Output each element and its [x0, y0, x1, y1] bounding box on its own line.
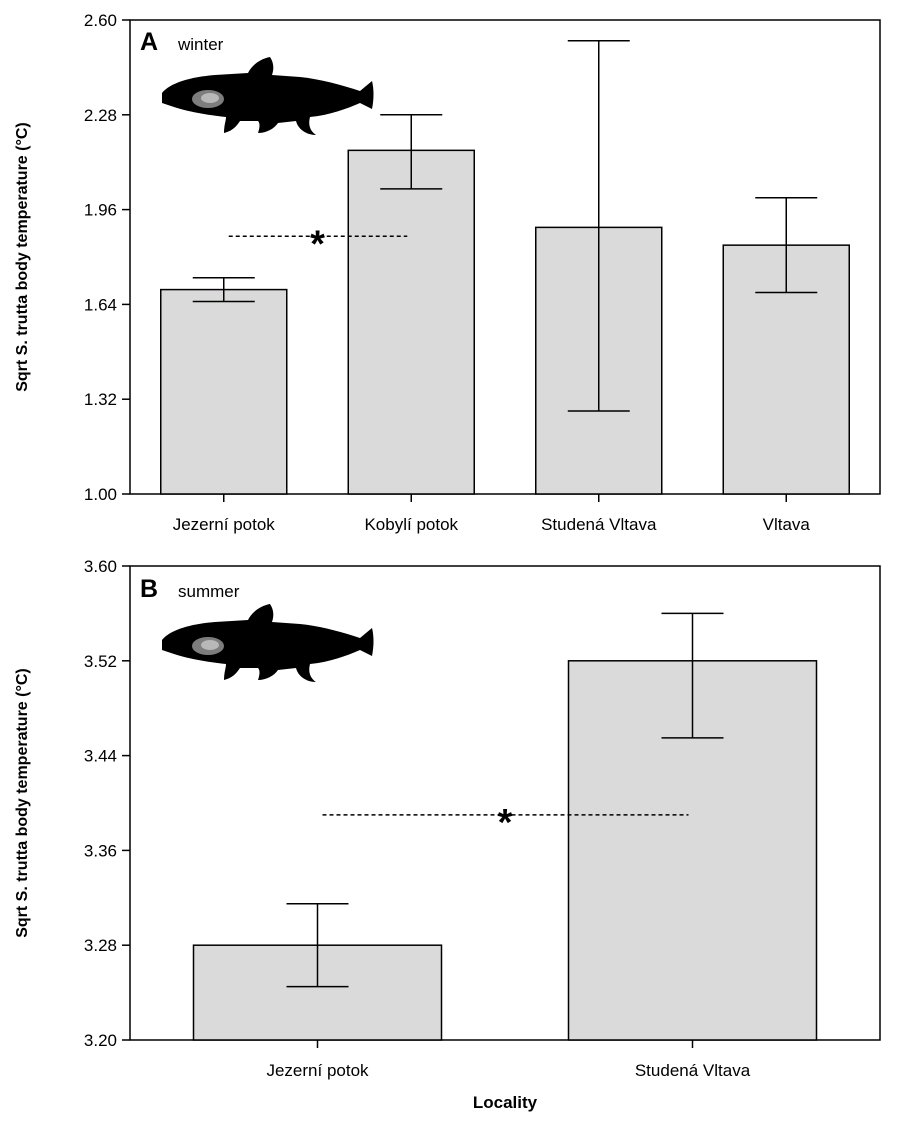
category-label: Studená Vltava — [635, 1061, 751, 1080]
y-tick-label: 3.20 — [84, 1031, 117, 1050]
plot-frame — [129, 19, 881, 495]
error-bar — [661, 612, 724, 739]
error-bar — [380, 114, 443, 190]
y-axis-label: Sqrt S. trutta body temperature (°C) — [14, 122, 31, 392]
panel-season-label: winter — [177, 35, 224, 54]
category-label: Jezerní potok — [266, 1061, 369, 1080]
y-tick-label: 1.32 — [84, 390, 117, 409]
error-bars — [192, 39, 818, 412]
panel-b: 3.20 3.28 3.36 3.44 3.52 3.60 Jezerní potok St… — [14, 557, 881, 1112]
error-bars — [286, 612, 724, 988]
error-bar — [755, 197, 818, 294]
error-bar — [567, 39, 630, 412]
category-label: Kobylí potok — [364, 515, 458, 534]
trout-silhouette-icon — [162, 604, 374, 682]
bar — [347, 149, 475, 495]
error-bar — [192, 276, 255, 303]
significance-star: * — [310, 223, 325, 265]
significance-annotation: * — [228, 223, 408, 265]
significance-annotation: * — [322, 802, 689, 844]
panel-season-label: summer — [178, 582, 240, 601]
bars — [160, 149, 850, 495]
y-tick-label: 3.60 — [84, 557, 117, 576]
bar — [160, 288, 288, 495]
y-tick-label: 1.00 — [84, 485, 117, 504]
category-label: Jezerní potok — [173, 515, 276, 534]
trout-silhouette-icon — [162, 57, 374, 135]
category-label: Vltava — [763, 515, 811, 534]
y-tick-label: 3.36 — [84, 841, 117, 860]
y-axis: 3.20 3.28 3.36 3.44 3.52 3.60 — [84, 557, 130, 1050]
y-tick-label: 3.44 — [84, 747, 117, 766]
error-bar — [286, 902, 349, 988]
y-tick-label: 3.52 — [84, 652, 117, 671]
y-axis-label: Sqrt S. trutta body temperature (°C) — [14, 668, 31, 938]
y-axis: 1.00 1.32 1.64 1.96 2.28 2.60 — [84, 11, 130, 504]
panel-letter: B — [140, 575, 158, 603]
y-tick-label: 1.64 — [84, 295, 117, 314]
panel-a: 1.00 1.32 1.64 1.96 2.28 2.60 Jezerní potok Ko… — [14, 11, 881, 534]
y-tick-label: 2.60 — [84, 11, 117, 30]
significance-star: * — [498, 802, 513, 844]
y-tick-label: 1.96 — [84, 201, 117, 220]
plot-frame — [129, 565, 881, 1041]
y-tick-label: 2.28 — [84, 106, 117, 125]
x-axis: Jezerní potok Kobylí potok Studená Vltava V… — [173, 494, 811, 534]
panel-letter: A — [140, 28, 158, 56]
bars — [192, 660, 818, 1041]
category-label: Studená Vltava — [541, 515, 657, 534]
x-axis: Jezerní potok Studená Vltava — [266, 1040, 751, 1080]
y-tick-label: 3.28 — [84, 936, 117, 955]
x-axis-label: Locality — [473, 1093, 538, 1112]
